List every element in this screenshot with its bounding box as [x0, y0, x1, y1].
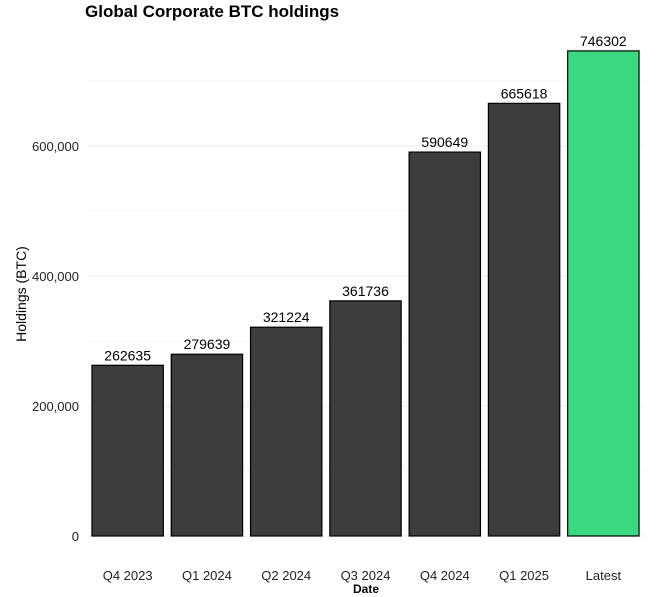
bar — [91, 364, 164, 537]
bar — [249, 326, 323, 537]
bar — [408, 151, 482, 537]
bar-value-label: 590649 — [421, 134, 468, 150]
bar-value-label: 665618 — [501, 85, 548, 101]
bar — [329, 300, 402, 537]
bar — [567, 50, 640, 537]
y-axis-ticks: 0 200,000 400,000 600,000 — [32, 139, 79, 544]
x-axis-ticks: Q4 2023 Q1 2024 Q2 2024 Q3 2024 Q4 2024 Q1 20… — [103, 568, 622, 583]
x-axis-title: Date — [353, 582, 379, 596]
y-tick-label: 200,000 — [32, 399, 79, 414]
y-tick-label: 0 — [72, 529, 79, 544]
bar-value-label: 361736 — [342, 283, 389, 299]
bar — [170, 353, 244, 537]
x-tick-label: Q2 2024 — [261, 568, 311, 583]
chart-title: Global Corporate BTC holdings — [85, 2, 339, 21]
y-tick-label: 400,000 — [32, 269, 79, 284]
x-tick-label: Q3 2024 — [341, 568, 391, 583]
bars — [91, 50, 640, 537]
data-labels: 262635 279639 321224 361736 590649 665618 7463… — [104, 33, 627, 363]
bar-value-label: 321224 — [263, 309, 310, 325]
bar-value-label: 279639 — [184, 336, 231, 352]
x-tick-label: Q4 2023 — [103, 568, 153, 583]
bar-value-label: 262635 — [104, 347, 151, 363]
y-axis-title: Holdings (BTC) — [13, 246, 29, 342]
x-tick-label: Latest — [586, 568, 622, 583]
x-tick-label: Q1 2024 — [182, 568, 232, 583]
bar-value-label: 746302 — [580, 33, 627, 49]
y-tick-label: 600,000 — [32, 139, 79, 154]
bar — [487, 102, 561, 537]
x-tick-label: Q1 2025 — [499, 568, 549, 583]
x-tick-label: Q4 2024 — [420, 568, 470, 583]
